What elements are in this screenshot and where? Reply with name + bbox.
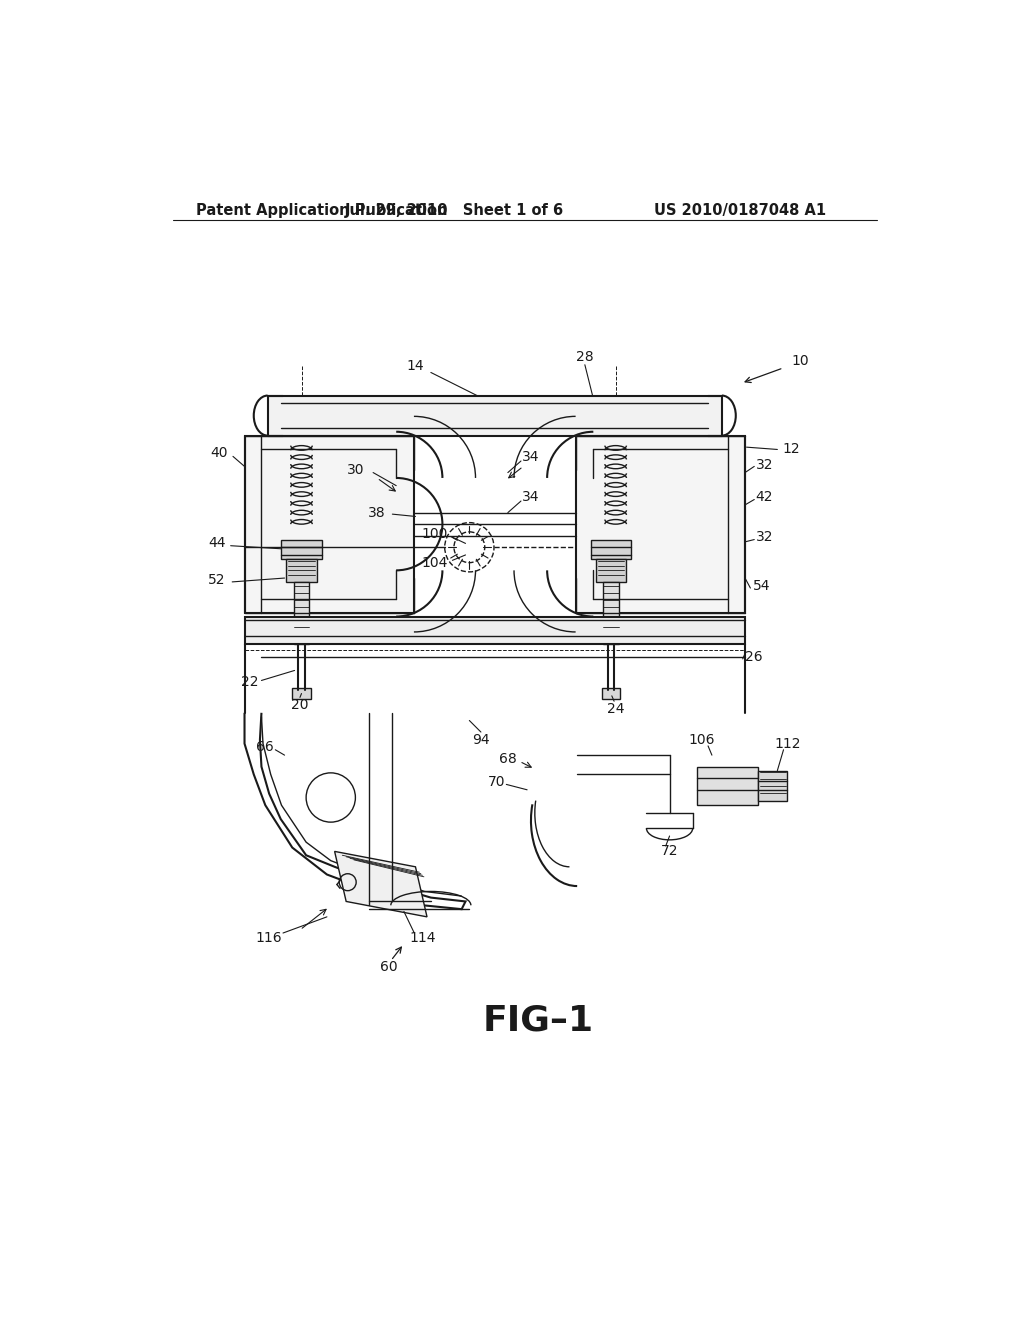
Bar [596,558,627,582]
Text: 14: 14 [407,359,424,374]
Text: 52: 52 [208,573,225,587]
Text: 100: 100 [422,527,447,541]
Text: US 2010/0187048 A1: US 2010/0187048 A1 [654,203,826,218]
Text: 22: 22 [242,675,259,689]
Bar [267,396,722,436]
Text: 44: 44 [208,536,225,550]
Bar [294,582,309,644]
Text: 10: 10 [792,354,809,368]
Text: 30: 30 [347,463,365,478]
Bar [591,540,631,558]
Text: 26: 26 [745,651,763,664]
Text: 28: 28 [577,350,594,364]
Bar [282,540,322,558]
Bar [245,616,745,644]
Text: 20: 20 [291,698,308,711]
Text: 42: 42 [756,490,773,504]
Text: Jul. 29, 2010   Sheet 1 of 6: Jul. 29, 2010 Sheet 1 of 6 [344,203,563,218]
Text: 34: 34 [522,490,540,504]
Text: 34: 34 [522,450,540,465]
Bar [286,558,316,582]
Text: 112: 112 [774,737,801,751]
Text: 38: 38 [369,506,386,520]
Text: 114: 114 [410,931,436,945]
Bar [602,688,621,700]
Text: 24: 24 [607,702,625,715]
Text: 60: 60 [380,960,397,974]
Text: 116: 116 [256,931,283,945]
Text: 94: 94 [472,733,489,747]
Bar [696,767,758,805]
Text: 66: 66 [256,741,274,755]
Text: 40: 40 [210,446,228,459]
Text: 68: 68 [499,752,517,766]
Text: 32: 32 [756,458,773,471]
Bar [603,582,618,644]
Text: Patent Application Publication: Patent Application Publication [196,203,447,218]
Text: 72: 72 [660,845,678,858]
Text: 70: 70 [487,775,505,789]
Text: 12: 12 [782,442,800,457]
Text: 54: 54 [754,578,771,593]
Polygon shape [335,851,427,917]
Bar [245,436,414,612]
Text: 32: 32 [756,531,773,544]
Text: 106: 106 [689,733,715,747]
Text: 104: 104 [422,556,447,570]
Bar [758,771,787,801]
Bar [575,436,745,612]
Bar [292,688,310,700]
Text: FIG–1: FIG–1 [483,1003,594,1038]
